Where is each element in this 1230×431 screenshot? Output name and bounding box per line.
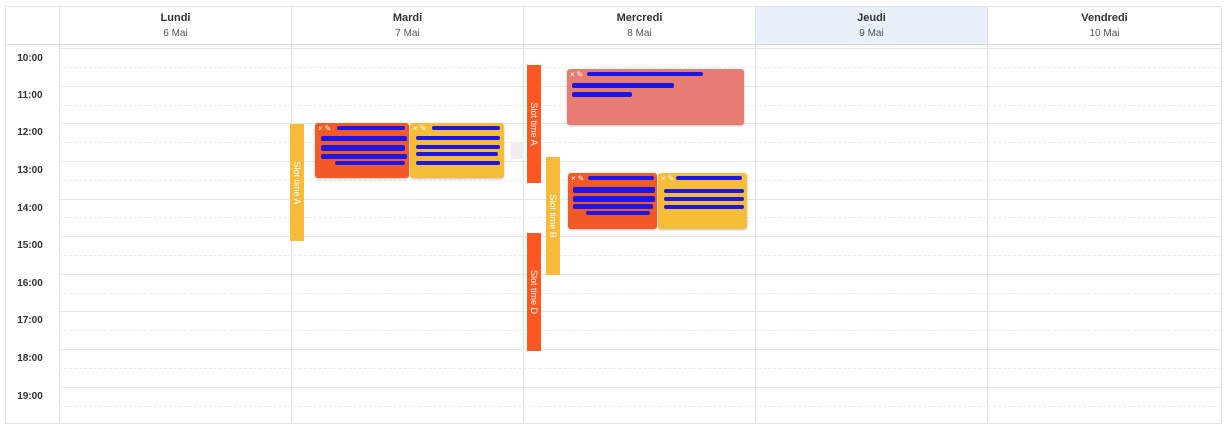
calendar-grid[interactable]: 10:00 11:00 12:00 13:00 14:00 15:00 16:0…	[6, 45, 1221, 423]
time-label: 18:00	[17, 353, 43, 364]
delete-icon[interactable]: ×	[413, 124, 418, 133]
redacted-text	[573, 196, 655, 202]
time-label: 13:00	[17, 165, 43, 176]
hour-line	[59, 387, 1221, 388]
half-hour-line	[59, 330, 1221, 331]
hour-line	[59, 161, 1221, 162]
delete-icon[interactable]: ×	[570, 70, 575, 79]
slot-time-d-wednesday[interactable]: Slot time D	[527, 233, 541, 351]
event-actions: × ✎	[413, 124, 428, 133]
column-divider	[59, 45, 60, 423]
redacted-text	[416, 161, 500, 165]
slot-time-b-wednesday[interactable]: Slot time B	[546, 157, 560, 275]
day-header-wednesday[interactable]: Mercredi 8 Mai	[523, 7, 755, 44]
event-actions: × ✎	[571, 174, 586, 183]
edit-icon[interactable]: ✎	[419, 124, 427, 133]
day-date: 8 Mai	[627, 28, 652, 39]
time-label: 15:00	[17, 240, 43, 251]
redacted-text	[321, 154, 407, 159]
day-name: Vendredi	[1081, 12, 1128, 24]
redacted-text	[664, 197, 744, 201]
half-hour-line	[59, 142, 1221, 143]
slot-label: Slot time B	[548, 194, 558, 238]
redacted-text	[572, 83, 674, 88]
slot-label: Slot time A	[529, 102, 539, 146]
half-hour-line	[59, 406, 1221, 407]
hour-line	[59, 311, 1221, 312]
day-name: Lundi	[160, 12, 191, 24]
redacted-text	[573, 204, 653, 209]
day-date: 10 Mai	[1089, 28, 1120, 39]
delete-icon[interactable]: ×	[318, 124, 323, 133]
redacted-text	[664, 189, 744, 193]
redacted-text	[676, 176, 742, 180]
hour-line	[59, 274, 1221, 275]
hour-line	[59, 48, 1221, 49]
day-header-friday[interactable]: Vendredi 10 Mai	[987, 7, 1221, 44]
half-hour-line	[59, 368, 1221, 369]
redacted-text	[416, 145, 500, 149]
day-name: Jeudi	[857, 12, 886, 24]
day-name: Mercredi	[616, 12, 663, 24]
redacted-text	[432, 126, 500, 130]
column-divider	[523, 45, 524, 423]
time-label: 12:00	[17, 127, 43, 138]
event-card[interactable]: × ✎	[658, 173, 747, 229]
time-label: 11:00	[17, 90, 43, 101]
edit-icon[interactable]: ✎	[324, 124, 332, 133]
calendar-header: Lundi 6 Mai Mardi 7 Mai Mercredi 8 Mai J…	[6, 7, 1221, 45]
event-actions: × ✎	[661, 174, 676, 183]
event-card[interactable]: × ✎	[567, 69, 744, 125]
redacted-text	[321, 136, 407, 141]
redacted-text	[587, 72, 703, 76]
day-header-monday[interactable]: Lundi 6 Mai	[59, 7, 291, 44]
day-header-thursday[interactable]: Jeudi 9 Mai	[755, 7, 987, 44]
event-card[interactable]: × ✎	[568, 173, 657, 229]
event-card[interactable]: × ✎	[410, 123, 504, 178]
edit-icon[interactable]: ✎	[577, 174, 585, 183]
half-hour-line	[59, 255, 1221, 256]
delete-icon[interactable]: ×	[661, 174, 666, 183]
half-hour-line	[59, 67, 1221, 68]
column-divider	[987, 45, 988, 423]
event-actions: × ✎	[570, 70, 585, 79]
redacted-text	[573, 187, 655, 193]
drop-placeholder	[511, 142, 524, 159]
redacted-text	[416, 152, 498, 156]
event-card[interactable]: × ✎	[315, 123, 409, 178]
redacted-text	[586, 211, 650, 215]
week-calendar: Lundi 6 Mai Mardi 7 Mai Mercredi 8 Mai J…	[5, 6, 1222, 424]
day-name: Mardi	[392, 12, 423, 24]
time-label: 17:00	[17, 315, 43, 326]
redacted-text	[588, 176, 654, 180]
time-label: 10:00	[17, 53, 43, 64]
day-date: 9 Mai	[859, 28, 884, 39]
slot-label: Slot time A	[292, 160, 302, 205]
day-date: 6 Mai	[163, 28, 188, 39]
redacted-text	[572, 92, 632, 97]
event-actions: × ✎	[318, 124, 333, 133]
time-label: 14:00	[17, 203, 43, 214]
redacted-text	[335, 161, 405, 165]
time-label: 19:00	[17, 391, 43, 402]
half-hour-line	[59, 293, 1221, 294]
redacted-text	[664, 205, 744, 209]
slot-time-a-wednesday[interactable]: Slot time A	[527, 65, 541, 183]
column-divider	[755, 45, 756, 423]
time-label: 16:00	[17, 278, 43, 289]
day-date: 7 Mai	[395, 28, 420, 39]
edit-icon[interactable]: ✎	[667, 174, 675, 183]
edit-icon[interactable]: ✎	[576, 70, 584, 79]
redacted-text	[321, 145, 405, 151]
redacted-text	[337, 126, 405, 130]
slot-time-a-tuesday[interactable]: Slot time A	[290, 124, 304, 241]
hour-line	[59, 236, 1221, 237]
day-header-tuesday[interactable]: Mardi 7 Mai	[291, 7, 523, 44]
hour-line	[59, 349, 1221, 350]
slot-label: Slot time D	[529, 269, 539, 315]
redacted-text	[416, 136, 500, 140]
delete-icon[interactable]: ×	[571, 174, 576, 183]
